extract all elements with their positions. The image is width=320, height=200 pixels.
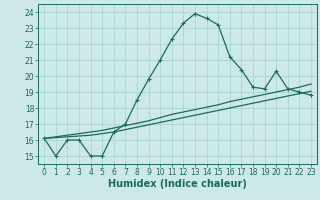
X-axis label: Humidex (Indice chaleur): Humidex (Indice chaleur): [108, 179, 247, 189]
